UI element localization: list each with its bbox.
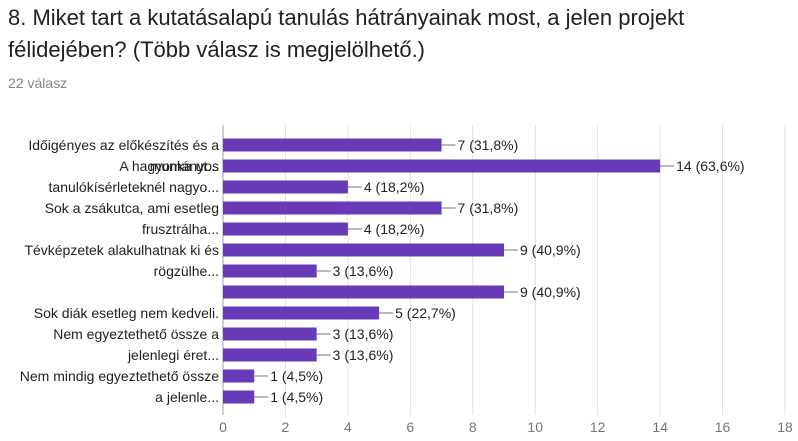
- value-label: 14 (63,6%): [676, 158, 744, 174]
- value-label: 9 (40,9%): [520, 284, 581, 300]
- bar-chart: 0 2 4 6 8 10 12 14 16 18 7 (31,8%) 14 (63,6%) 4 (18,…: [0, 125, 798, 441]
- category-label: munka ut...: [150, 158, 219, 174]
- category-label: frusztrálha...: [142, 221, 219, 237]
- x-tick-label: 8: [469, 419, 477, 435]
- category-label: Időigényes az előkészítés és a: [28, 137, 219, 153]
- x-tick-label: 18: [777, 419, 793, 435]
- bar: [223, 285, 504, 299]
- category-label: A hagyományos: [119, 158, 219, 174]
- x-tick-label: 12: [590, 419, 606, 435]
- question-title: 8. Miket tart a kutatásalapú tanulás hát…: [8, 5, 685, 62]
- value-label: 3 (13,6%): [333, 326, 394, 342]
- category-label: a jelenle...: [155, 389, 219, 405]
- category-label: Nem mindig egyeztethető össze: [20, 368, 219, 384]
- bar: [223, 390, 255, 404]
- category-label: Sok diák esetleg nem kedveli.: [34, 305, 219, 321]
- bar-chart-svg: 0 2 4 6 8 10 12 14 16 18 7 (31,8%) 14 (63,6%) 4 (18,…: [20, 125, 793, 435]
- value-label: 7 (31,8%): [458, 137, 519, 153]
- category-label: tanulókísérleteknél nagyo...: [49, 179, 219, 195]
- category-label: Nem egyeztethető össze a: [53, 326, 219, 342]
- bar: [223, 159, 661, 173]
- x-tick-label: 2: [282, 419, 290, 435]
- value-label: 4 (18,2%): [364, 221, 425, 237]
- value-label: 5 (22,7%): [395, 305, 456, 321]
- x-tick-label: 16: [715, 419, 731, 435]
- bar: [223, 180, 348, 194]
- bar: [223, 201, 442, 215]
- bar: [223, 243, 504, 257]
- value-label: 3 (13,6%): [333, 347, 394, 363]
- value-label: 7 (31,8%): [458, 200, 519, 216]
- x-tick-label: 10: [527, 419, 543, 435]
- response-count: 22 válasz: [8, 75, 68, 91]
- category-label: rögzülhe...: [154, 263, 219, 279]
- value-label: 4 (18,2%): [364, 179, 425, 195]
- x-tick-label: 6: [406, 419, 414, 435]
- bar: [223, 264, 317, 278]
- bar: [223, 369, 255, 383]
- value-label: 1 (4,5%): [270, 389, 323, 405]
- bar: [223, 138, 442, 152]
- bar: [223, 348, 317, 362]
- x-tick-label: 14: [652, 419, 668, 435]
- category-label: jelenlegi éret...: [127, 347, 219, 363]
- category-label: Tévképzetek alakulhatnak ki és: [24, 242, 219, 258]
- bar: [223, 327, 317, 341]
- value-label: 1 (4,5%): [270, 368, 323, 384]
- x-tick-label: 0: [219, 419, 227, 435]
- bar: [223, 222, 348, 236]
- x-tick-label: 4: [344, 419, 352, 435]
- value-label: 3 (13,6%): [333, 263, 394, 279]
- category-label: Sok a zsákutca, ami esetleg: [45, 200, 219, 216]
- bar: [223, 306, 380, 320]
- value-label: 9 (40,9%): [520, 242, 581, 258]
